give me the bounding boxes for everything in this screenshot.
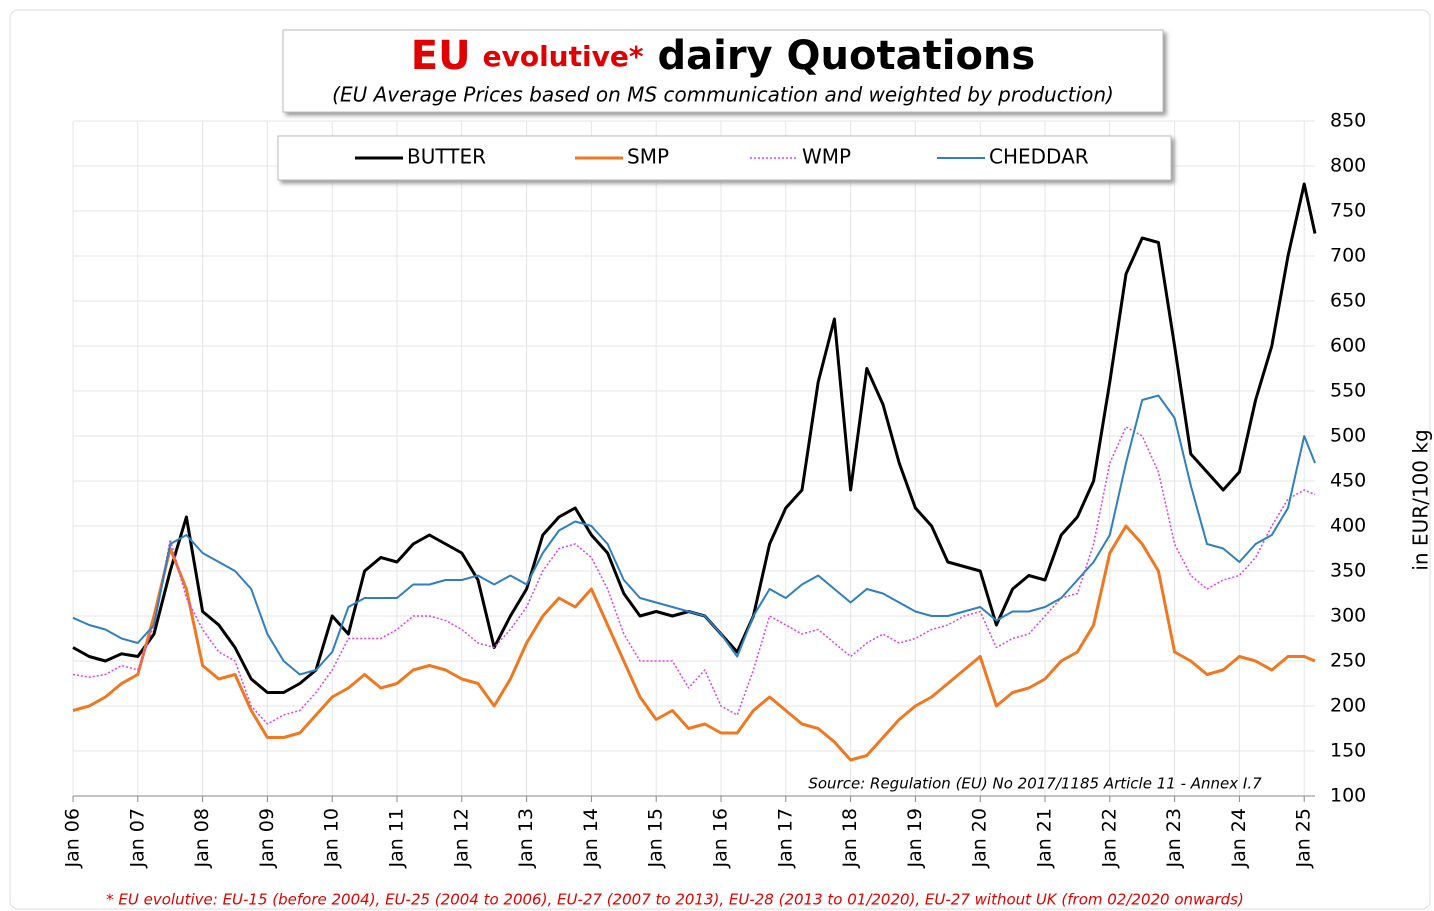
- x-tick-label: Jan 06: [62, 808, 84, 869]
- x-tick-label: Jan 08: [191, 808, 213, 869]
- x-tick-label: Jan 20: [969, 808, 991, 869]
- legend-label: SMP: [627, 145, 669, 169]
- series-line: [72, 394, 1316, 676]
- series-line: [72, 524, 1316, 762]
- y-tick-label: 550: [1330, 380, 1366, 402]
- x-tick-label: Jan 14: [580, 808, 602, 869]
- x-tick-label: Jan 16: [710, 808, 732, 869]
- y-tick-label: 150: [1330, 740, 1366, 762]
- x-tick-label: Jan 18: [839, 808, 861, 869]
- x-tick-label: Jan 10: [321, 808, 343, 869]
- x-tick-label: Jan 07: [126, 808, 148, 869]
- x-tick-label: Jan 13: [515, 808, 537, 869]
- y-axis-label: in EUR/100 kg: [1409, 429, 1433, 570]
- y-tick-label: 450: [1330, 470, 1366, 492]
- x-tick-label: Jan 22: [1098, 808, 1120, 869]
- x-tick-label: Jan 15: [645, 808, 667, 869]
- y-tick-label: 300: [1330, 605, 1366, 627]
- grid: 100 150 200 250 300 350 400 450 500 550 600 650 700 7…: [62, 110, 1367, 869]
- legend-label: WMP: [802, 145, 851, 169]
- x-tick-label: Jan 11: [386, 808, 408, 869]
- y-tick-label: 200: [1330, 695, 1366, 717]
- x-tick-label: Jan 25: [1293, 808, 1315, 869]
- y-tick-label: 250: [1330, 650, 1366, 672]
- y-tick-label: 600: [1330, 335, 1366, 357]
- y-tick-label: 500: [1330, 425, 1366, 447]
- y-tick-label: 350: [1330, 560, 1366, 582]
- x-tick-label: Jan 09: [256, 808, 278, 869]
- x-tick-label: Jan 19: [904, 808, 926, 869]
- chart-title: EU evolutive* dairy Quotations: [411, 33, 1035, 79]
- y-tick-label: 650: [1330, 290, 1366, 312]
- y-tick-label: 700: [1330, 245, 1366, 267]
- source: Source: Regulation (EU) No 2017/1185 Art…: [808, 775, 1262, 793]
- x-tick-label: Jan 17: [774, 808, 796, 869]
- legend-label: CHEDDAR: [989, 145, 1089, 169]
- frame: [9, 9, 1431, 910]
- y-tick-label: 400: [1330, 515, 1366, 537]
- x-tick-label: Jan 23: [1163, 808, 1185, 869]
- series-line: [72, 426, 1316, 725]
- title-part: dairy Quotations: [657, 33, 1035, 79]
- x-tick-label: Jan 21: [1034, 808, 1056, 869]
- legend: BUTTER SMP WMP CHEDDAR: [355, 145, 1089, 169]
- legend-box: [277, 135, 1172, 181]
- legend-label: BUTTER: [407, 145, 486, 169]
- title-part: EU: [411, 33, 471, 79]
- y-tick-label: 100: [1330, 785, 1366, 807]
- footnote: * EU evolutive: EU-15 (before 2004), EU-…: [106, 891, 1244, 909]
- x-tick-label: Jan 24: [1228, 808, 1250, 869]
- y-tick-label: 800: [1330, 155, 1366, 177]
- y-tick-label: 850: [1330, 110, 1366, 132]
- y-tick-label: 750: [1330, 200, 1366, 222]
- subtitle: (EU Average Prices based on MS communica…: [332, 83, 1114, 107]
- x-tick-label: Jan 12: [450, 808, 472, 869]
- title-box: [282, 29, 1164, 113]
- title-part: evolutive*: [483, 40, 644, 73]
- lines: [72, 182, 1317, 762]
